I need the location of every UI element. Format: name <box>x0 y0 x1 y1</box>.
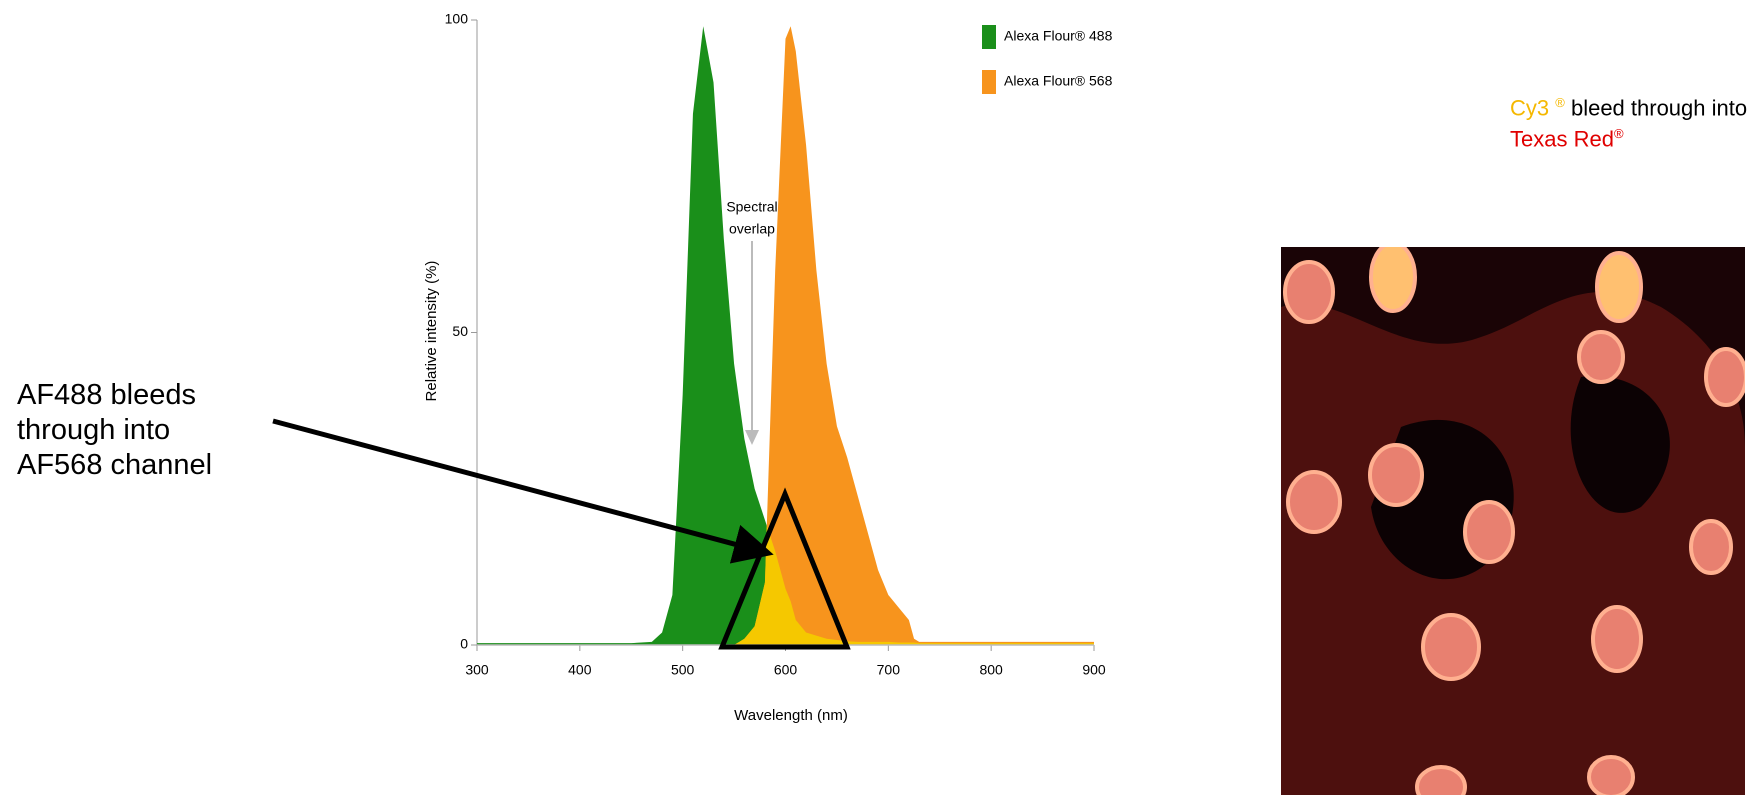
overlap-arrowhead <box>745 430 759 445</box>
annotation: AF488 bleeds through into AF568 channel <box>17 378 257 483</box>
y-tick-label: 50 <box>452 323 468 339</box>
caption: Cy3 ® bleed through into Texas Red® <box>1510 90 1760 153</box>
overlap-label: Spectral <box>726 199 777 215</box>
overlap-label: overlap <box>729 221 775 237</box>
dye: Cy3 <box>1510 95 1549 120</box>
x-axis-label: Wavelength (nm) <box>734 707 848 724</box>
y-tick-label: 0 <box>460 636 468 652</box>
legend-swatch <box>982 70 996 94</box>
page: {"chart_data": {"type": "area", "x": [30… <box>0 0 1760 795</box>
legend-label: Alexa Flour® 568 <box>1004 73 1113 89</box>
y-tick-label: 100 <box>445 11 469 27</box>
caption-text: bleed through into <box>1565 95 1747 120</box>
target: Texas Red <box>1510 127 1614 152</box>
x-tick-label: 700 <box>877 662 901 678</box>
x-tick-label: 500 <box>671 662 695 678</box>
legend-label: Alexa Flour® 488 <box>1004 28 1113 44</box>
micrograph <box>1281 247 1745 795</box>
dye-mark: ® <box>1555 95 1565 110</box>
area <box>477 26 1094 645</box>
x-tick-label: 800 <box>979 662 1003 678</box>
y-axis-label: Relative intensity (%) <box>423 261 440 402</box>
x-tick-label: 400 <box>568 662 592 678</box>
legend-swatch <box>982 25 996 49</box>
x-tick-label: 900 <box>1082 662 1106 678</box>
x-tick-label: 600 <box>774 662 798 678</box>
target-mark: ® <box>1614 126 1624 141</box>
x-tick-label: 300 <box>465 662 489 678</box>
